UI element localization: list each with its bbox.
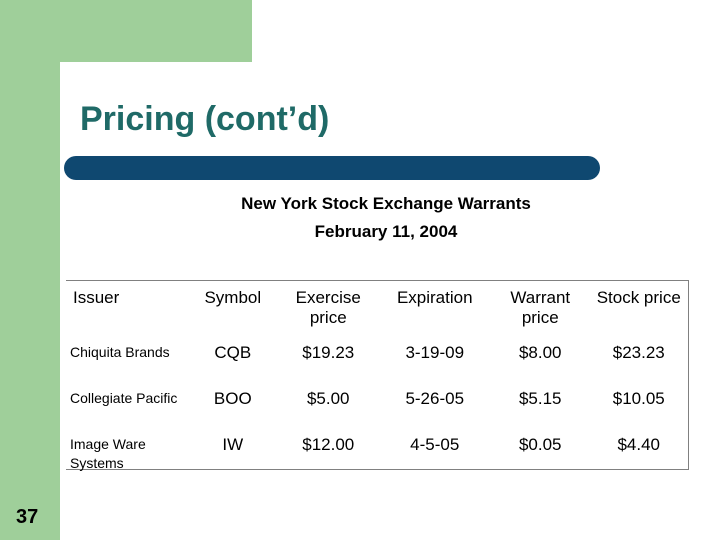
cell-exercise-price: $12.00: [302, 435, 355, 454]
cell-stock-price: $10.05: [612, 389, 665, 408]
top-accent-block: [0, 0, 252, 62]
title-underline-bar: [64, 156, 600, 180]
table-row: Image Ware Systems IW $12.00 4-5-05 $0.0…: [66, 435, 688, 481]
cell-issuer: Chiquita Brands: [70, 344, 170, 360]
cell-expiration: 5-26-05: [405, 389, 465, 408]
table-caption-line1: New York Stock Exchange Warrants: [241, 194, 531, 213]
header-symbol: Symbol: [204, 288, 262, 307]
cell-expiration: 4-5-05: [410, 435, 460, 454]
table-row: Collegiate Pacific BOO $5.00 5-26-05 $5.…: [66, 389, 688, 435]
slide-title: Pricing (cont’d): [80, 100, 330, 138]
header-warrant-price: Warrant price: [510, 288, 571, 327]
table-row: Chiquita Brands CQB $19.23 3-19-09 $8.00…: [66, 343, 688, 389]
cell-stock-price: $4.40: [617, 435, 661, 454]
header-issuer: Issuer: [73, 288, 120, 307]
cell-symbol: CQB: [214, 343, 252, 362]
left-accent-strip: [0, 0, 60, 540]
header-expiration: Expiration: [396, 288, 473, 307]
cell-symbol: IW: [222, 435, 244, 454]
cell-issuer: Collegiate Pacific: [70, 390, 178, 406]
cell-expiration: 3-19-09: [405, 343, 465, 362]
warrants-table: Issuer Symbol Exercise price Expiration …: [66, 280, 689, 471]
cell-issuer: Image Ware Systems: [70, 436, 146, 471]
cell-exercise-price: $19.23: [302, 343, 355, 362]
page-number: 37: [16, 506, 39, 528]
cell-warrant-price: $5.15: [518, 389, 562, 408]
cell-warrant-price: $8.00: [518, 343, 562, 362]
cell-symbol: BOO: [213, 389, 252, 408]
header-stock-price: Stock price: [596, 288, 681, 307]
cell-warrant-price: $0.05: [518, 435, 562, 454]
cell-stock-price: $23.23: [612, 343, 665, 362]
table-caption-line2: February 11, 2004: [314, 222, 458, 241]
header-exercise-price: Exercise price: [295, 288, 361, 327]
cell-exercise-price: $5.00: [306, 389, 350, 408]
table-header-row: Issuer Symbol Exercise price Expiration …: [66, 281, 688, 343]
